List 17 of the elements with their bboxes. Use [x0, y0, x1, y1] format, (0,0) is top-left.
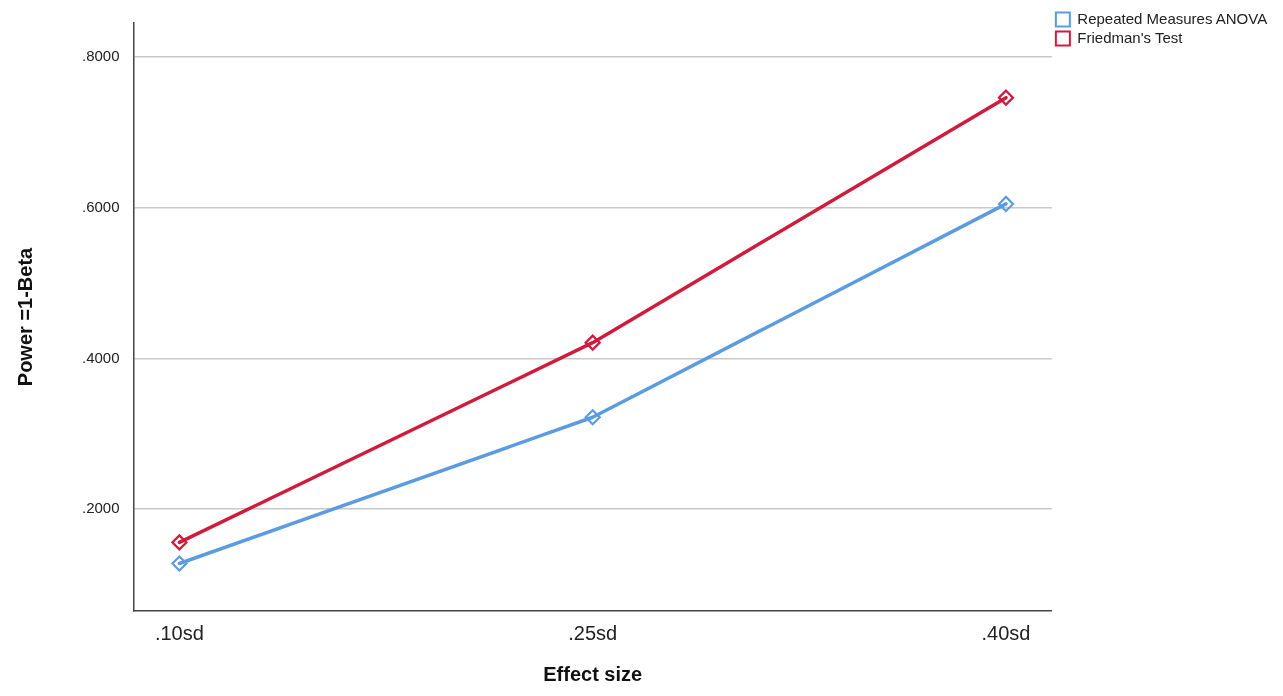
point	[997, 89, 1015, 106]
legend-label: Friedman's Test	[1077, 28, 1184, 46]
x-tick-label: .40sd	[981, 621, 1031, 644]
point	[171, 555, 188, 572]
x-axis-title: Effect size	[543, 662, 643, 685]
x-tick-label: .25sd	[568, 621, 618, 644]
x-tick-label: .10sd	[154, 621, 204, 644]
point	[997, 195, 1015, 213]
y-axis-title: Power =1-Beta	[13, 246, 36, 387]
point	[584, 409, 601, 426]
point	[171, 534, 188, 551]
y-tick-label: .4000	[81, 348, 120, 366]
point	[584, 334, 601, 351]
y-tick-label: .6000	[81, 197, 120, 215]
legend-label: Repeated Measures ANOVA	[1077, 9, 1268, 27]
y-tick-label: .8000	[81, 47, 120, 65]
y-tick-label: .2000	[81, 499, 120, 517]
